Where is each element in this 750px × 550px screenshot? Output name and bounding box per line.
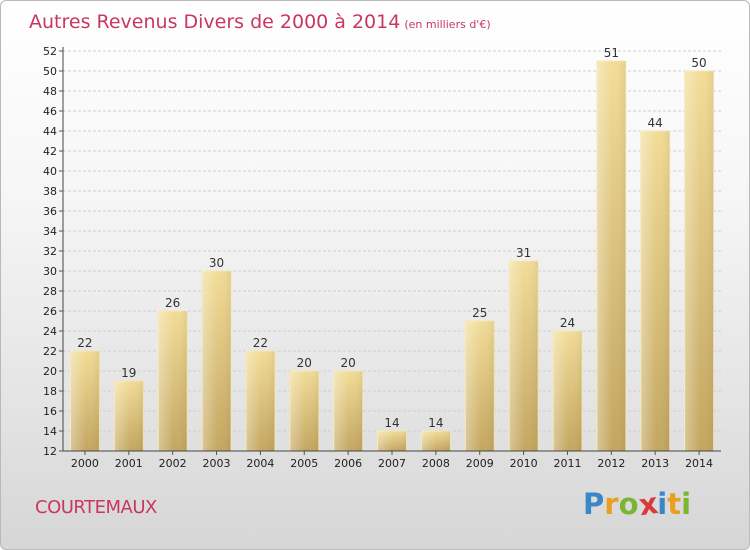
bar-shade (421, 431, 451, 451)
logo-letter: i (681, 487, 692, 521)
y-tick-label: 22 (43, 345, 57, 358)
y-tick-label: 26 (43, 305, 57, 318)
y-tick-label: 38 (43, 185, 57, 198)
data-label: 20 (297, 356, 312, 370)
proxiti-logo: Proxiti (583, 485, 692, 523)
x-tick-label: 2008 (422, 457, 450, 470)
x-tick-label: 2003 (203, 457, 231, 470)
data-label: 44 (648, 116, 663, 130)
x-tick-label: 2006 (334, 457, 362, 470)
y-tick-label: 36 (43, 205, 57, 218)
chart-title: Autres Revenus Divers de 2000 à 2014 (en … (29, 11, 491, 33)
x-tick-label: 2011 (553, 457, 581, 470)
location-label: COURTEMAUX (35, 497, 157, 518)
bar-shade (465, 321, 495, 451)
bar-shade (245, 351, 275, 451)
chart-subtitle: (en milliers d'€) (404, 18, 491, 31)
y-tick-label: 48 (43, 85, 57, 98)
x-tick-label: 2013 (641, 457, 669, 470)
data-label: 31 (516, 246, 531, 260)
data-label: 22 (253, 336, 268, 350)
data-label: 51 (604, 46, 619, 60)
y-tick-label: 34 (43, 225, 57, 238)
x-tick-label: 2001 (115, 457, 143, 470)
y-tick-label: 30 (43, 265, 57, 278)
y-tick-label: 46 (43, 105, 57, 118)
x-tick-label: 2009 (466, 457, 494, 470)
y-tick-label: 50 (43, 65, 57, 78)
y-tick-label: 44 (43, 125, 57, 138)
y-tick-label: 16 (43, 405, 57, 418)
bar-shade (596, 61, 626, 451)
x-tick-label: 2005 (290, 457, 318, 470)
data-label: 30 (209, 256, 224, 270)
y-tick-label: 28 (43, 285, 57, 298)
bar-shade (70, 351, 100, 451)
y-tick-label: 32 (43, 245, 57, 258)
y-tick-label: 20 (43, 365, 57, 378)
y-tick-label: 12 (43, 445, 57, 458)
bar-shade (289, 371, 319, 451)
bar-shade (333, 371, 363, 451)
axes: 12 14 16 18 20 22 24 26 28 30 32 34 36 38 40 42 44 46 48 50… (43, 45, 721, 470)
data-label: 14 (428, 416, 443, 430)
y-tick-label: 18 (43, 385, 57, 398)
bar-shade (114, 381, 144, 451)
data-label: 25 (472, 306, 487, 320)
y-tick-label: 24 (43, 325, 57, 338)
y-tick-label: 40 (43, 165, 57, 178)
logo-letter: P (583, 487, 605, 521)
x-tick-label: 2002 (159, 457, 187, 470)
data-label: 20 (340, 356, 355, 370)
data-label: 50 (691, 56, 706, 70)
bar-shade (552, 331, 582, 451)
bar-shade (202, 271, 232, 451)
bar-shade (158, 311, 188, 451)
logo-letter: r (604, 487, 619, 521)
data-label: 26 (165, 296, 180, 310)
logo-letter: x (636, 485, 660, 523)
data-label: 14 (384, 416, 399, 430)
x-tick-label: 2007 (378, 457, 406, 470)
logo-letter: t (667, 487, 682, 521)
x-tick-label: 2014 (685, 457, 713, 470)
data-label: 19 (121, 366, 136, 380)
bar-shade (509, 261, 539, 451)
y-tick-label: 42 (43, 145, 57, 158)
y-tick-label: 52 (43, 45, 57, 58)
logo-letter: o (618, 487, 639, 521)
title-text: Autres Revenus Divers de 2000 à 2014 (29, 11, 401, 33)
bar-shade (377, 431, 407, 451)
y-tick-label: 14 (43, 425, 57, 438)
data-label: 24 (560, 316, 575, 330)
bar-shade (640, 131, 670, 451)
logo-letter: i (657, 487, 668, 521)
x-tick-label: 2012 (597, 457, 625, 470)
bar-shade (684, 71, 714, 451)
x-tick-label: 2004 (246, 457, 274, 470)
x-tick-label: 2010 (510, 457, 538, 470)
data-label: 22 (77, 336, 92, 350)
x-tick-label: 2000 (71, 457, 99, 470)
bars: 22 19 26 30 22 20 20 14 14 25 31 24 51 44 50 (69, 46, 715, 452)
